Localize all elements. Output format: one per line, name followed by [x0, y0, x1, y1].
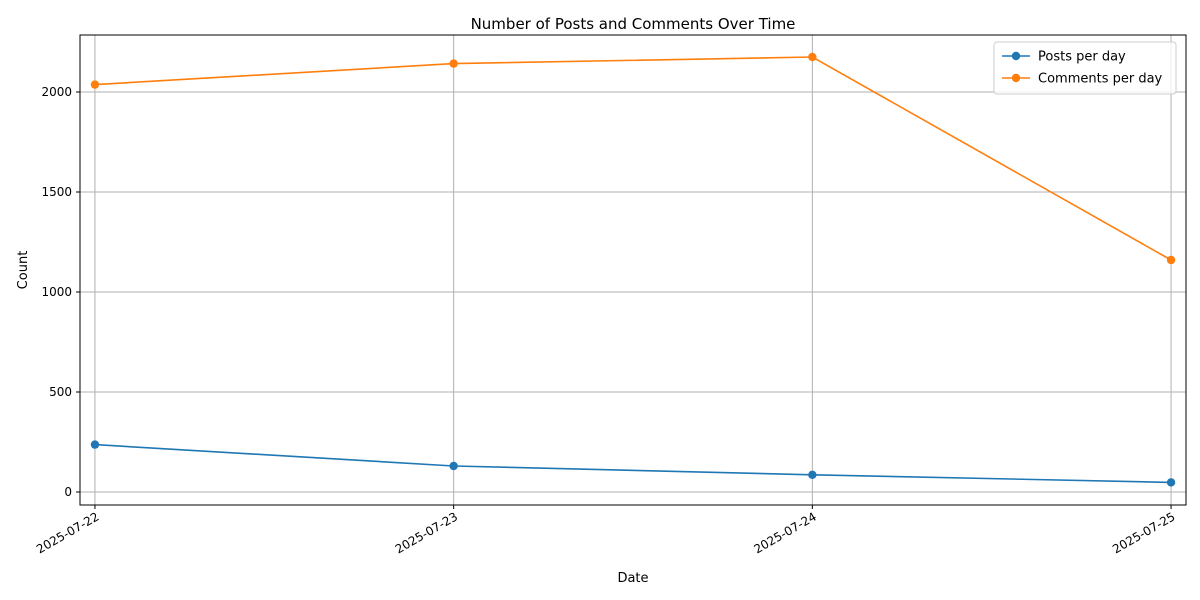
x-axis-label: Date — [617, 571, 648, 586]
series-line — [94, 56, 1172, 261]
data-point — [808, 52, 817, 62]
data-point — [1166, 478, 1176, 487]
legend-item: Posts per day — [1002, 50, 1126, 65]
data-point — [808, 470, 817, 479]
chart-title: Number of Posts and Comments Over Time — [471, 15, 796, 33]
series-0 — [90, 440, 1176, 487]
data-point — [449, 461, 458, 471]
legend-marker — [1011, 73, 1021, 83]
plot-frame — [79, 34, 1187, 506]
axis-ticks: 2025-07-22 2025-07-23 2025-07-24 2025-07-25… — [34, 85, 1178, 556]
series-line — [94, 443, 1172, 484]
y-axis-label: Count — [16, 251, 31, 290]
legend-label: Comments per day — [1038, 72, 1163, 87]
series-1 — [90, 52, 1176, 265]
series-layer — [90, 52, 1176, 487]
x-tick-label: 2025-07-24 — [751, 509, 818, 556]
legend-label: Posts per day — [1038, 50, 1126, 65]
x-tick-label: 2025-07-23 — [393, 509, 460, 556]
legend: Posts per day Comments per day — [993, 41, 1177, 95]
y-tick-label: 500 — [49, 385, 72, 399]
y-tick-label: 0 — [64, 485, 72, 499]
data-point — [90, 80, 100, 89]
legend-item: Comments per day — [1002, 72, 1163, 87]
x-tick-label: 2025-07-22 — [34, 509, 101, 556]
legend-marker — [1011, 51, 1021, 61]
data-point — [90, 440, 100, 449]
data-point — [1166, 255, 1176, 265]
y-tick-label: 2000 — [41, 85, 72, 99]
x-tick-label: 2025-07-25 — [1110, 509, 1177, 556]
legend-box — [993, 41, 1177, 95]
y-tick-label: 1500 — [41, 185, 72, 199]
y-tick-label: 1000 — [41, 285, 72, 299]
grid — [80, 35, 1186, 505]
data-point — [449, 59, 458, 68]
